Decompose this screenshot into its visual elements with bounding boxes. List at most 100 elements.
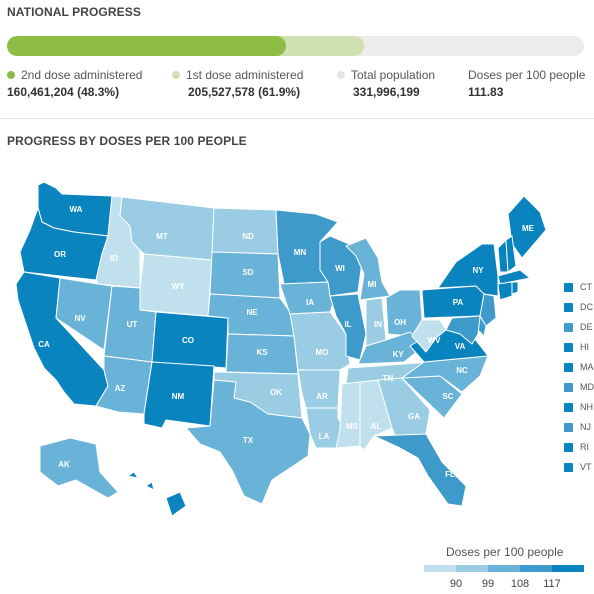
small-state-label: HI xyxy=(580,342,589,352)
state-label-sd: SD xyxy=(242,268,253,277)
state-label-mn: MN xyxy=(294,248,307,257)
small-state-de[interactable]: DE xyxy=(564,317,594,337)
small-state-nh[interactable]: NH xyxy=(564,397,594,417)
small-state-dc[interactable]: DC xyxy=(564,297,594,317)
scale-tick-label: 108 xyxy=(510,578,530,590)
progress-bar xyxy=(7,36,584,56)
small-state-label: NH xyxy=(580,402,593,412)
swatch-icon xyxy=(564,302,573,312)
swatch-icon xyxy=(564,462,573,472)
state-label-pa: PA xyxy=(453,298,464,307)
state-nj[interactable] xyxy=(479,293,497,327)
state-ar[interactable] xyxy=(297,369,341,409)
scale-segment xyxy=(552,565,584,572)
scale-segment xyxy=(520,565,552,572)
second-dose-bar xyxy=(7,36,286,56)
state-md[interactable] xyxy=(445,315,481,345)
legend-value: 111.83 xyxy=(468,85,504,99)
scale-tick-label: 90 xyxy=(449,578,463,590)
scale-segment xyxy=(488,565,520,572)
state-label-ky: KY xyxy=(392,350,404,359)
state-ms[interactable] xyxy=(335,381,361,449)
dot-icon xyxy=(337,71,345,79)
state-tx[interactable] xyxy=(185,379,311,505)
state-label-or: OR xyxy=(54,250,66,259)
legend-label: Doses per 100 people xyxy=(468,68,586,82)
small-state-nj[interactable]: NJ xyxy=(564,417,594,437)
small-state-ct[interactable]: CT xyxy=(564,277,594,297)
small-state-ri[interactable]: RI xyxy=(564,437,594,457)
swatch-icon xyxy=(564,442,573,452)
state-label-il: IL xyxy=(344,320,351,329)
small-state-md[interactable]: MD xyxy=(564,377,594,397)
state-hi[interactable] xyxy=(127,471,187,517)
state-label-in: IN xyxy=(374,320,382,329)
dot-icon xyxy=(172,71,180,79)
dot-icon xyxy=(7,71,15,79)
state-label-ut: UT xyxy=(127,320,138,329)
legend-second-dose: 2nd dose administered 160,461,204 (48.3%… xyxy=(7,68,142,99)
state-ma[interactable] xyxy=(497,269,531,285)
state-ak[interactable] xyxy=(39,437,119,499)
state-label-co: CO xyxy=(182,336,194,345)
swatch-icon xyxy=(564,402,573,412)
legend-first-dose: 1st dose administered 205,527,578 (61.9%… xyxy=(172,68,303,99)
state-label-nc: NC xyxy=(456,366,468,375)
state-label-ok: OK xyxy=(270,388,282,397)
state-ca[interactable] xyxy=(15,271,109,407)
legend-value: 205,527,578 (61.9%) xyxy=(188,85,301,99)
state-label-la: LA xyxy=(319,432,330,441)
state-nd[interactable] xyxy=(211,207,279,255)
swatch-icon xyxy=(564,362,573,372)
scale-segment xyxy=(456,565,488,572)
state-label-mo: MO xyxy=(316,348,329,357)
small-state-hi[interactable]: HI xyxy=(564,337,594,357)
state-label-nm: NM xyxy=(172,392,185,401)
state-ct[interactable] xyxy=(497,281,513,301)
scale-tick-label: 99 xyxy=(481,578,495,590)
small-state-ma[interactable]: MA xyxy=(564,357,594,377)
state-label-ak: AK xyxy=(58,460,70,469)
state-label-al: AL xyxy=(371,422,382,431)
small-state-label: NJ xyxy=(580,422,591,432)
state-il[interactable] xyxy=(329,293,367,361)
swatch-icon xyxy=(564,282,573,292)
state-label-sc: SC xyxy=(442,392,453,401)
scale-tick-label: 117 xyxy=(543,578,561,590)
swatch-icon xyxy=(564,342,573,352)
state-label-ga: GA xyxy=(408,412,420,421)
scale-title: Doses per 100 people xyxy=(446,545,564,559)
state-fl[interactable] xyxy=(373,433,467,507)
state-label-wy: WY xyxy=(172,282,186,291)
state-label-nv: NV xyxy=(74,314,86,323)
state-label-ne: NE xyxy=(246,308,258,317)
swatch-icon xyxy=(564,322,573,332)
legend-value: 331,996,199 xyxy=(353,85,420,99)
swatch-icon xyxy=(564,382,573,392)
state-label-tx: TX xyxy=(243,436,254,445)
map-title: PROGRESS BY DOSES PER 100 PEOPLE xyxy=(7,134,247,148)
small-state-label: VT xyxy=(580,462,592,472)
small-state-label: RI xyxy=(580,442,589,452)
legend-doses-per-100: Doses per 100 people 111.83 xyxy=(468,68,585,99)
state-label-wa: WA xyxy=(70,205,83,214)
state-label-wv: WV xyxy=(428,336,442,345)
state-ri[interactable] xyxy=(511,281,519,295)
swatch-icon xyxy=(564,422,573,432)
state-label-ny: NY xyxy=(472,266,484,275)
state-label-nd: ND xyxy=(242,232,254,241)
small-state-label: DC xyxy=(580,302,593,312)
state-label-az: AZ xyxy=(115,384,126,393)
state-label-wi: WI xyxy=(335,264,345,273)
state-label-me: ME xyxy=(522,224,535,233)
state-nm[interactable] xyxy=(143,361,215,429)
state-mo[interactable] xyxy=(289,311,351,371)
state-label-mt: MT xyxy=(156,232,168,241)
scale-segment xyxy=(424,565,456,572)
state-label-fl: FL xyxy=(445,470,455,479)
small-state-vt[interactable]: VT xyxy=(564,457,594,477)
legend-label: 2nd dose administered xyxy=(21,68,143,82)
state-nh[interactable] xyxy=(505,235,517,273)
state-label-va: VA xyxy=(455,342,466,351)
small-state-label: MA xyxy=(580,362,594,372)
